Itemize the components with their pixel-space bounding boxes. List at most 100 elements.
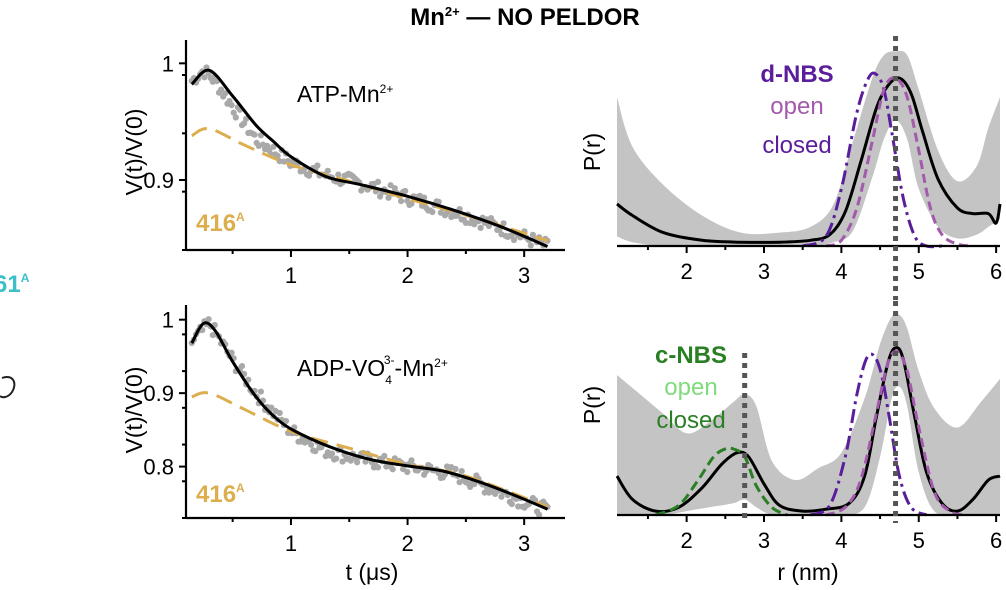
- trace-top-ylabel: V(t)/V(0): [121, 109, 147, 196]
- trace-top-data-point: [218, 86, 225, 93]
- distance-top-line-closed: [802, 71, 943, 249]
- distance-bottom-xtick-label-6: 6: [990, 528, 1002, 553]
- legend-top-closed: closed: [762, 132, 831, 159]
- distance-top-xtick-label-6: 6: [990, 259, 1002, 284]
- trace-bottom-ytick-label-0.9: 0.9: [143, 381, 174, 406]
- trace-top-data-point: [222, 90, 229, 97]
- edge-label: 61A: [0, 271, 30, 298]
- trace-bottom-data-point: [257, 388, 264, 395]
- distance-top-uncertainty-band: [617, 50, 1000, 247]
- trace-top-data-point: [510, 236, 518, 244]
- trace-top-ytick-label-1: 1: [162, 51, 174, 76]
- trace-top-data-point: [335, 171, 342, 178]
- trace-bottom-xtick-label-3: 3: [518, 531, 530, 556]
- distance-top-plot: 2 3 4 5 6: [616, 36, 1002, 300]
- distance-bottom-line-d-nbs-closed: [809, 352, 928, 517]
- trace-top-data-point: [454, 212, 461, 219]
- trace-top-plot: 1 2 3 1 0.9: [143, 40, 565, 288]
- legend-bottom-closed: closed: [656, 407, 725, 434]
- legend-bottom-open: open: [664, 374, 717, 401]
- distance-bottom-xlabel: r (nm): [777, 559, 838, 585]
- trace-bottom-plot: 1 2 3 1 0.9 0.8: [143, 305, 565, 556]
- trace-bottom-data-point: [381, 452, 388, 460]
- trace-bottom-data-point: [498, 493, 505, 500]
- trace-panel-top: 1 2 3 1 0.9 V(t)/V(0) ATP-Mn2+ 416A: [121, 40, 565, 288]
- trace-top-data-point: [385, 194, 392, 201]
- distance-bottom-xtick-label-4: 4: [835, 528, 847, 553]
- legend-top-open: open: [770, 93, 823, 120]
- trace-bottom-sample-label: 416A: [196, 481, 245, 508]
- trace-bottom-data-point: [471, 481, 478, 488]
- trace-bottom-data-point: [536, 511, 543, 518]
- distance-bottom-xtick-label-2: 2: [681, 528, 693, 553]
- trace-top-data-point: [435, 198, 442, 205]
- trace-bottom-ytick-label-1: 1: [162, 308, 174, 333]
- trace-top-data-point: [527, 242, 534, 249]
- trace-top-data-point: [485, 222, 492, 230]
- distance-bottom-plot: 2 3 4 5 6: [615, 301, 1002, 553]
- trace-top-data-point: [391, 185, 398, 192]
- trace-top-data-point: [270, 143, 277, 150]
- trace-top-xtick-label-1: 1: [285, 263, 297, 288]
- legend-bottom-title: c-NBS: [655, 342, 727, 369]
- trace-bottom-data-point: [354, 459, 361, 466]
- trace-top-data-point: [429, 208, 436, 216]
- trace-bottom-data-point: [389, 466, 396, 473]
- distance-top-xtick-label-3: 3: [758, 259, 770, 284]
- trace-top-ytick-label-0.9: 0.9: [143, 168, 174, 193]
- trace-top-data-point: [398, 198, 405, 205]
- trace-bottom-data-point: [408, 457, 415, 464]
- distance-top-xtick-label-4: 4: [835, 259, 847, 284]
- trace-bottom-data-point: [205, 316, 212, 323]
- distance-top-line-fit: [616, 76, 1002, 244]
- distance-bottom-line-fit: [615, 346, 1001, 514]
- trace-bottom-xtick-label-2: 2: [401, 531, 413, 556]
- trace-top-data-point: [228, 102, 235, 109]
- distance-panel-bottom: 2 3 4 5 6 P(r) c-NBS open closed r (nm): [579, 301, 1002, 585]
- trace-bottom-ytick-label-0.8: 0.8: [143, 455, 174, 480]
- trace-top-data-point: [251, 131, 258, 138]
- trace-top-data-point: [402, 187, 409, 195]
- trace-top-xtick-label-3: 3: [518, 263, 530, 288]
- distance-top-ylabel: P(r): [579, 133, 605, 171]
- trace-top-data-point: [324, 167, 331, 174]
- trace-bottom-data-point: [458, 468, 465, 475]
- trace-top-data-point: [477, 224, 484, 231]
- distance-bottom-xtick-label-3: 3: [758, 528, 770, 553]
- trace-bottom-data-point: [268, 404, 275, 411]
- distance-bottom-xtick-label-5: 5: [913, 528, 925, 553]
- trace-bottom-ylabel: V(t)/V(0): [121, 367, 147, 454]
- trace-bottom-data-point: [508, 501, 515, 508]
- trace-bottom-data-point: [276, 409, 283, 417]
- trace-top-fit-line: [190, 68, 549, 248]
- trace-top-data-point: [230, 109, 237, 116]
- trace-top-sample-label: 416A: [196, 210, 245, 237]
- trace-bottom-data-point: [282, 417, 290, 425]
- trace-bottom-data-point: [452, 465, 459, 473]
- distance-bottom-ylabel: P(r): [579, 386, 605, 424]
- trace-bottom-data-point: [374, 464, 382, 471]
- trace-bottom-xtick-label-1: 1: [285, 531, 297, 556]
- distance-bottom-line-c-nbs-closed: [655, 446, 788, 517]
- trace-top-data-point: [232, 114, 239, 121]
- distance-panel-top: 2 3 4 5 6 P(r) d-NBS open closed: [579, 36, 1002, 300]
- distance-top-xtick-label-2: 2: [681, 259, 693, 284]
- trace-bottom-annotation: ADP-VO43--Mn2+: [297, 353, 448, 387]
- trace-top-annotation: ATP-Mn2+: [297, 81, 393, 107]
- distance-top-line-open: [825, 76, 974, 248]
- trace-bottom-data-point: [333, 455, 340, 462]
- trace-top-data-point: [314, 162, 321, 169]
- trace-top-data-point: [408, 200, 415, 207]
- trace-top-data-point: [274, 152, 281, 159]
- trace-bottom-data-point: [238, 363, 246, 370]
- trace-top-data-point: [201, 74, 208, 81]
- trace-panel-bottom: 1 2 3 1 0.9 0.8 V(t)/V(0) ADP-VO43--Mn2+ 416A…: [121, 305, 565, 585]
- trace-top-xtick-label-2: 2: [401, 263, 413, 288]
- trace-bottom-data-point: [328, 450, 336, 457]
- trace-bottom-data-point: [308, 441, 315, 448]
- trace-top-data-point: [374, 178, 382, 185]
- trace-bottom-fit-line: [190, 321, 549, 511]
- edge-squiggle: [0, 376, 16, 399]
- trace-bottom-data-point: [404, 468, 411, 476]
